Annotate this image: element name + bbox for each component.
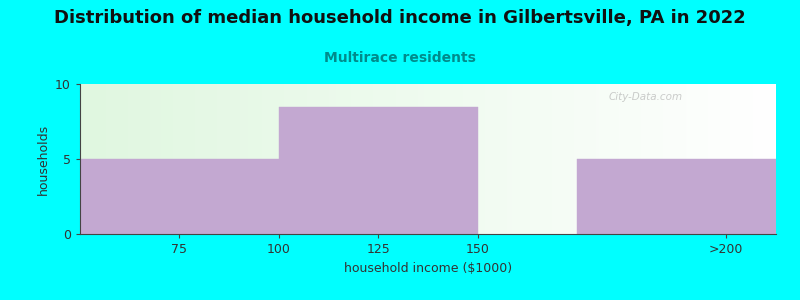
Text: Distribution of median household income in Gilbertsville, PA in 2022: Distribution of median household income …: [54, 9, 746, 27]
Bar: [577, 159, 776, 234]
Y-axis label: households: households: [37, 123, 50, 195]
Bar: [80, 159, 279, 234]
X-axis label: household income ($1000): household income ($1000): [344, 262, 512, 275]
Text: City-Data.com: City-Data.com: [609, 92, 683, 101]
Text: Multirace residents: Multirace residents: [324, 51, 476, 65]
Bar: [279, 106, 478, 234]
